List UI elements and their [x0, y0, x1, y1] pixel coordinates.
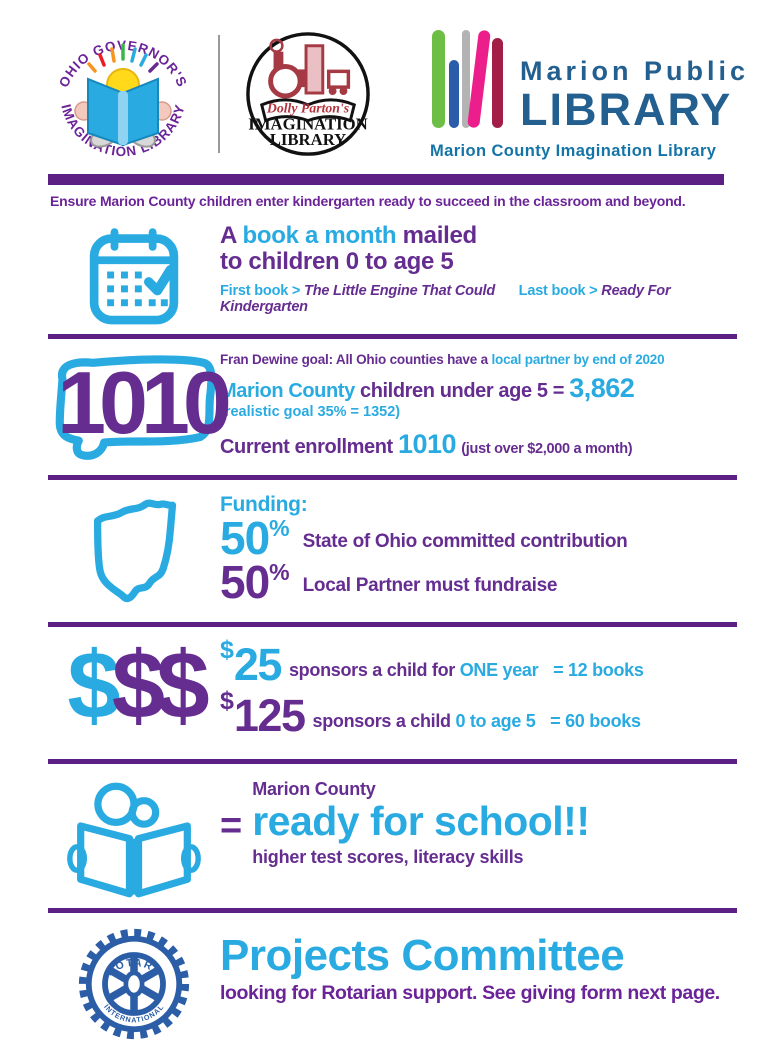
top-purple-bar	[48, 174, 724, 185]
ready-benefits-text: higher test scores, literacy skills	[252, 847, 524, 868]
section-funding: Funding: 50% State of Ohio committed con…	[48, 487, 737, 615]
open-book-icon	[87, 77, 159, 147]
header-logo-row: OHIO GOVERNOR'S IMAGINATION LIBRARY	[0, 0, 770, 172]
sponsor-row-25: $25 sponsors a child for ONE year = 12 b…	[220, 636, 737, 687]
section-rotary: ROTARY INTERNATIONAL Projects Committee	[48, 920, 737, 1042]
ohio-governors-imagination-library-logo: OHIO GOVERNOR'S IMAGINATION LIBRARY	[48, 19, 198, 169]
calendar-icon	[89, 228, 179, 325]
marion-county-imagination-library-text: Marion County Imagination Library	[430, 141, 717, 160]
goal-text-blue: local partner by end of 2020	[491, 352, 665, 367]
tagline: Ensure Marion County children enter kind…	[50, 193, 686, 209]
dolly-library-text: LIBRARY	[270, 130, 347, 149]
county-name: Marion County	[220, 380, 355, 402]
current-enrollment-label: Current enrollment	[220, 436, 393, 458]
section-sponsor: $$$ $25 sponsors a child for ONE year = …	[48, 634, 737, 752]
local-percent-symbol: %	[269, 558, 289, 585]
title-prefix: A	[220, 222, 243, 249]
dollar-sign-2: $	[111, 632, 165, 739]
book-spines-icon	[432, 29, 503, 128]
current-enrollment-note: (just over $2,000 a month)	[461, 441, 633, 457]
local-percent: 50	[220, 555, 270, 608]
dollar-prefix: $	[220, 636, 234, 664]
children-count: 3,862	[569, 373, 635, 403]
rotary-subtitle: looking for Rotarian support. See giving…	[220, 982, 720, 1004]
section-book-a-month: A book a month mailed to children 0 to a…	[48, 219, 737, 327]
sponsor-text-blue: ONE year	[459, 659, 539, 680]
train-icon	[268, 38, 351, 99]
state-funding-text: State of Ohio committed contribution	[302, 531, 628, 552]
sponsor-text-blue: 0 to age 5	[455, 710, 536, 731]
sponsor-equals: = 12 books	[553, 659, 644, 680]
funding-title: Funding:	[220, 493, 308, 516]
equals-sign: =	[220, 805, 243, 847]
sponsor-text-purple: sponsors a child	[312, 710, 452, 731]
sponsor-text-purple: sponsors a child for	[288, 659, 455, 680]
dolly-parton-imagination-library-logo: Dolly Parton's IMAGINATION LIBRARY	[244, 30, 372, 158]
checkmark-icon	[143, 265, 176, 296]
marion-public-library-logo: Marion Public LIBRARY Marion County Imag…	[430, 28, 749, 161]
marion-public-text: Marion Public	[520, 55, 750, 86]
state-percent: 50	[220, 512, 270, 564]
sponsor-equals: = 60 books	[550, 710, 641, 731]
section-enrollment: 1010 Fran Dewine goal: All Ohio counties…	[48, 346, 737, 468]
marion-library-text: LIBRARY	[520, 83, 733, 135]
funding-row-state: 50% State of Ohio committed contribution	[220, 515, 737, 561]
local-funding-text: Local Partner must fundraise	[302, 574, 558, 596]
last-book-title: Ready For Kindergarten	[220, 282, 671, 315]
rotary-wheel-icon: ROTARY INTERNATIONAL	[78, 928, 190, 1040]
sponsor-row-125: $125 sponsors a child 0 to age 5 = 60 bo…	[220, 687, 737, 738]
title-highlight: book a month	[242, 222, 397, 249]
county-text: children under age 5 =	[359, 380, 565, 402]
realistic-goal: (realistic goal 35% = 1352)	[220, 404, 401, 420]
section-divider	[48, 622, 737, 627]
ready-for-school-text: ready for school!!	[252, 798, 590, 844]
state-percent-symbol: %	[269, 515, 289, 541]
dollar-sign-3: $	[156, 632, 209, 739]
first-book-title: The Little Engine That Could	[304, 282, 495, 299]
dollar-prefix: $	[220, 686, 234, 715]
amount-25: 25	[233, 639, 283, 690]
amount-125: 125	[233, 689, 306, 741]
title-suffix: mailed	[396, 222, 478, 249]
funding-row-local: 50% Local Partner must fundraise	[220, 558, 737, 605]
header-vertical-separator	[218, 35, 220, 153]
last-book-label: Last book >	[518, 282, 598, 299]
scribble-box-icon	[55, 355, 216, 460]
dolly-imagination-text: IMAGINATION	[248, 114, 368, 133]
dollar-sign-1: $	[67, 632, 120, 739]
dolly-logo-icon: Dolly Parton's IMAGINATION LIBRARY	[246, 32, 370, 156]
section-ready-for-school: = Marion County ready for school!! highe…	[48, 771, 737, 901]
big-1010-number: 1010	[57, 353, 232, 452]
enrollment-number-graphic: 1010	[48, 350, 232, 468]
dollar-signs-icon: $$$	[67, 638, 209, 734]
section-divider	[48, 334, 737, 339]
book-base-icon	[259, 98, 357, 123]
ohio-outline-icon	[93, 499, 177, 603]
section-divider	[48, 908, 737, 913]
ohio-governors-logo-icon: OHIO GOVERNOR'S IMAGINATION LIBRARY	[56, 38, 189, 159]
first-book-label: First book >	[220, 282, 301, 299]
current-enrollment-value: 1010	[398, 429, 457, 459]
projects-committee-title: Projects Committee	[220, 931, 625, 980]
goal-text-purple: Fran Dewine goal: All Ohio counties have…	[220, 352, 488, 367]
title-line2: to children 0 to age 5	[220, 247, 454, 275]
section-divider	[48, 475, 737, 480]
family-reading-icon	[67, 782, 201, 898]
dolly-script-text: Dolly Parton's	[266, 101, 349, 116]
section-divider	[48, 759, 737, 764]
ready-county-label: Marion County	[252, 779, 376, 799]
sun-rays-icon	[87, 43, 159, 73]
